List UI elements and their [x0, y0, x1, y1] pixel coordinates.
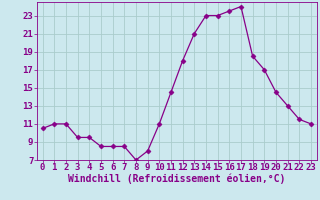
X-axis label: Windchill (Refroidissement éolien,°C): Windchill (Refroidissement éolien,°C)	[68, 174, 285, 184]
